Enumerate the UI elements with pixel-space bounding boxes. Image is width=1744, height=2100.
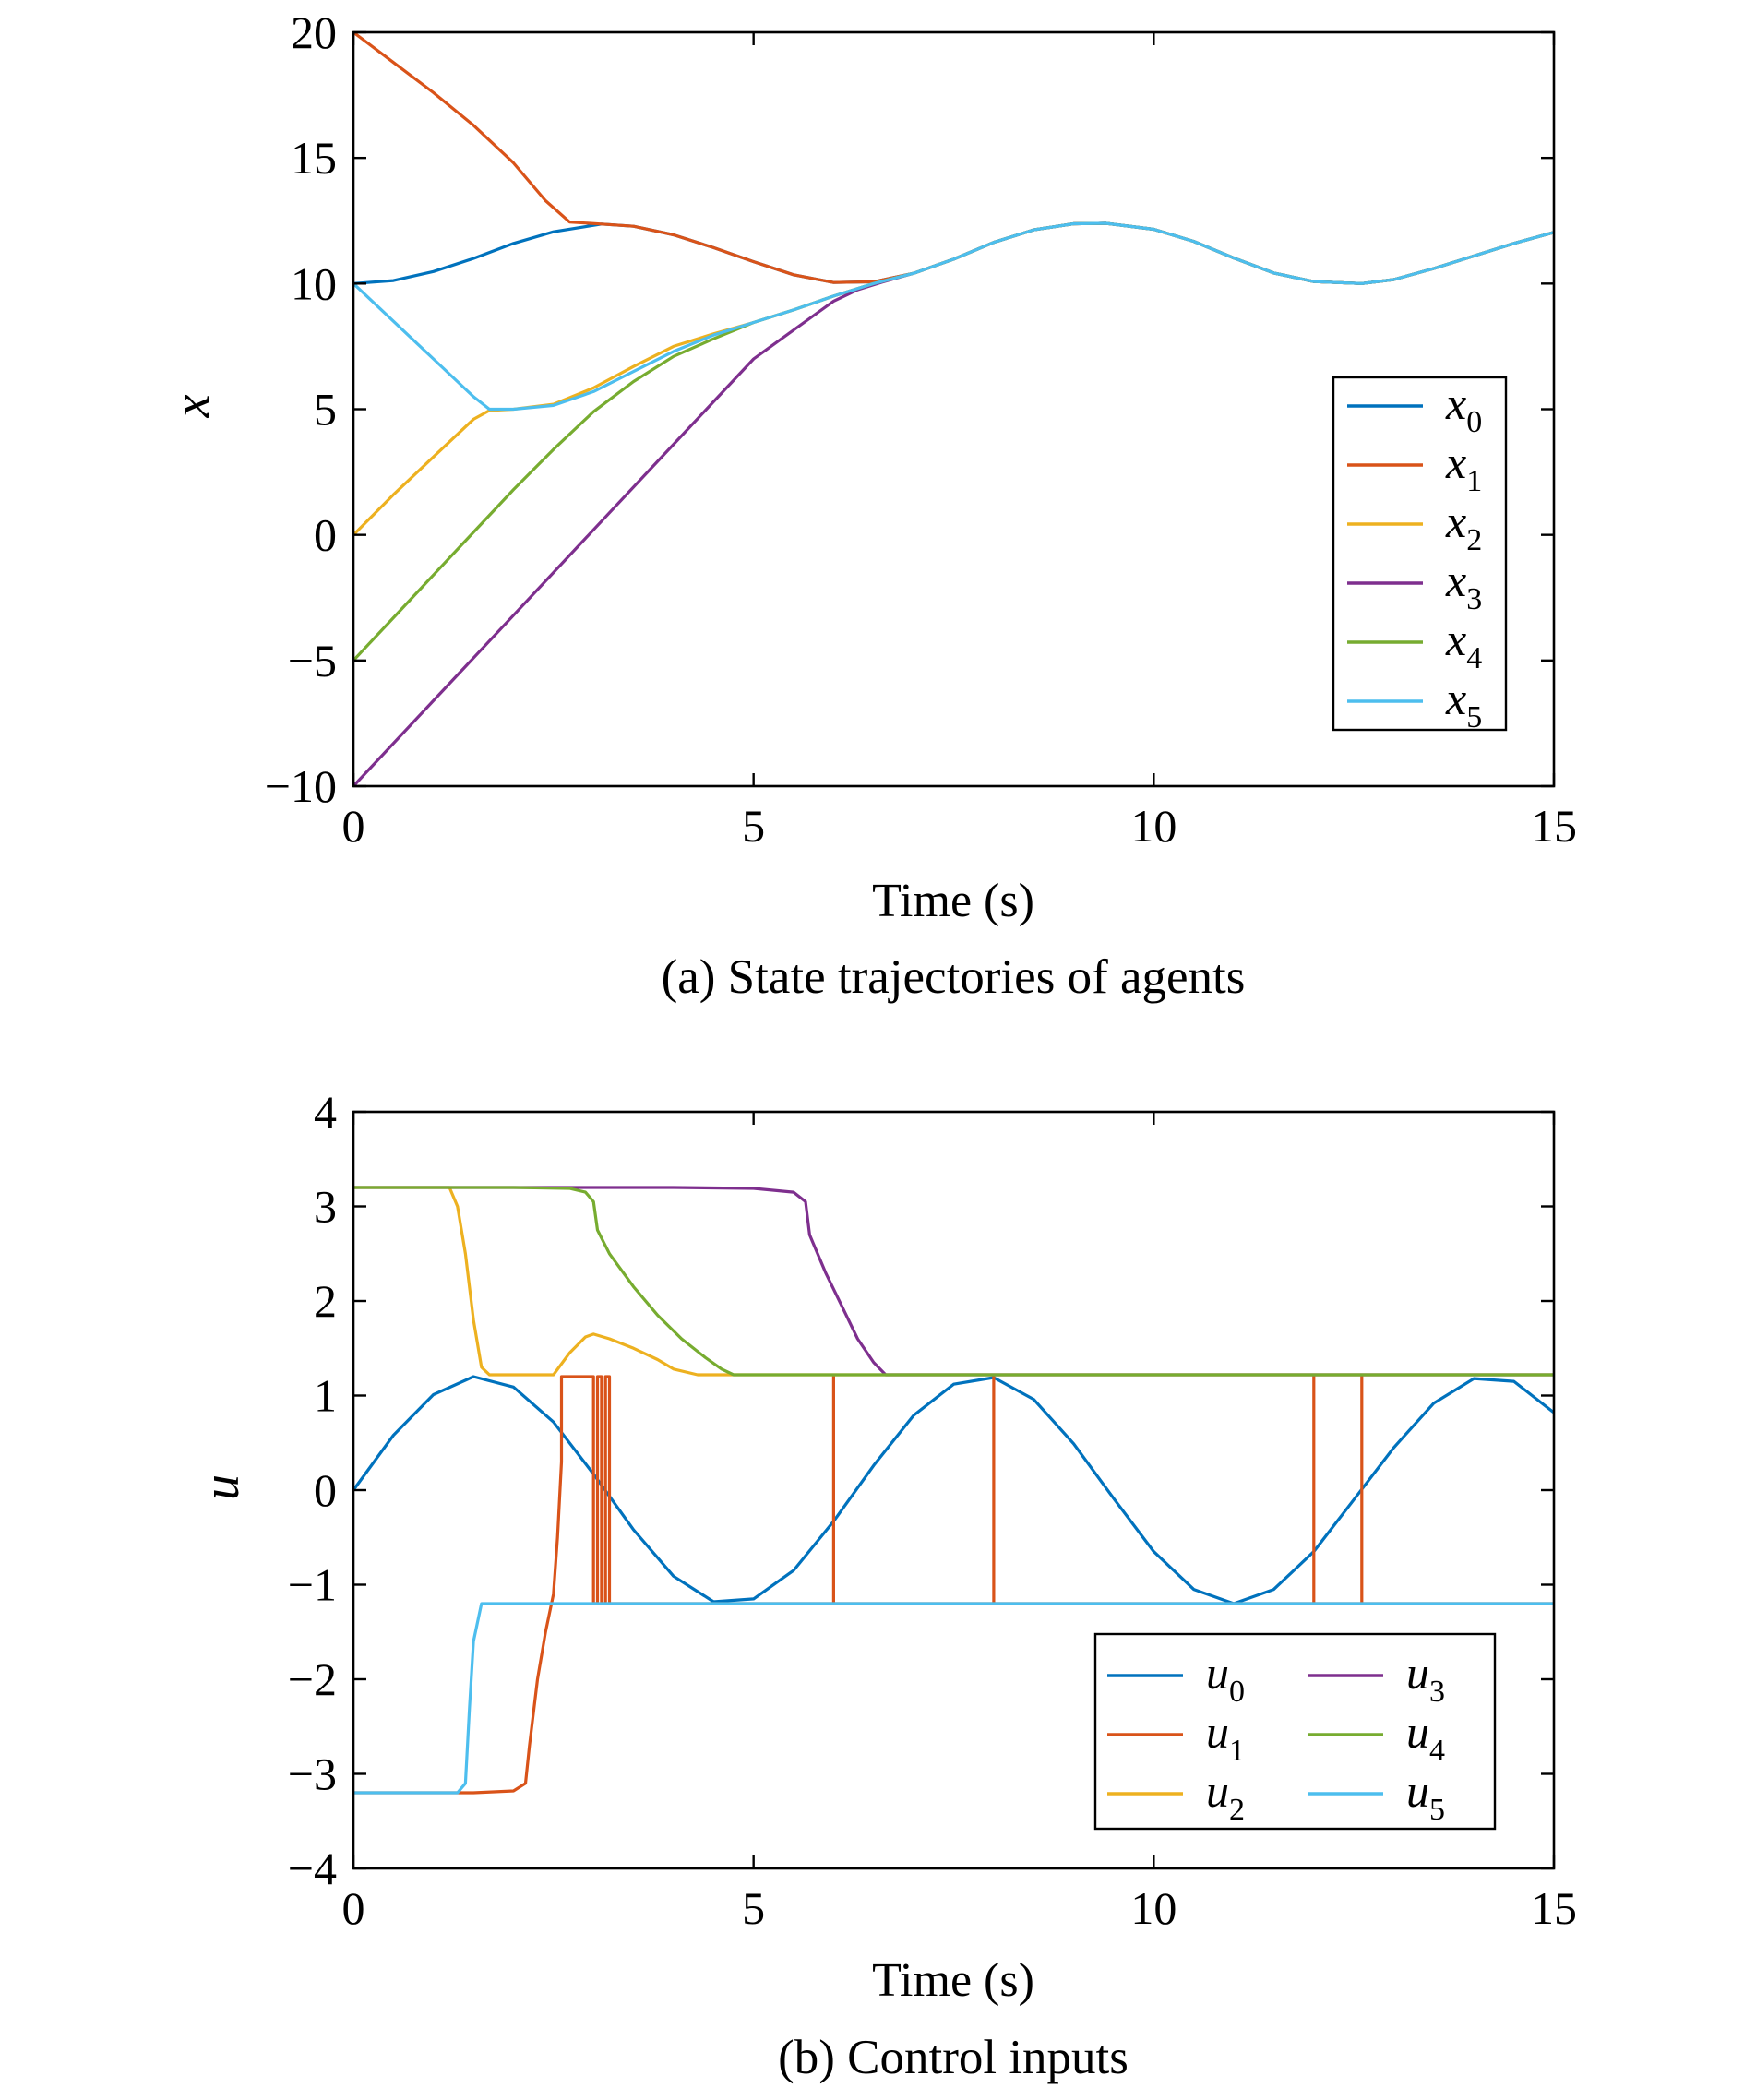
panel-b-ytick-label: −1 xyxy=(288,1559,337,1611)
panel-b-ytick-label: 4 xyxy=(314,1086,337,1138)
panel-b-series-line-4 xyxy=(353,1186,1554,1377)
panel-a-ytick-label: 20 xyxy=(291,6,337,58)
panel-b-ylabel: u xyxy=(193,1474,250,1500)
panel-a-ticks: 0 5 10 15 20 15 10 5 0 −5 −10 xyxy=(265,6,1577,852)
panel-b-caption: (b) Control inputs xyxy=(778,2031,1129,2084)
panel-b-ytick-label: 1 xyxy=(314,1370,337,1422)
panel-b-legend-label-4: u4 xyxy=(1406,1706,1445,1768)
panel-b-ytick-label: 2 xyxy=(314,1275,337,1327)
panel-b-series-line-5 xyxy=(353,1602,1554,1795)
panel-a-ytick-label: −5 xyxy=(288,635,337,686)
panel-b-xtick-label: 15 xyxy=(1531,1882,1577,1934)
panel-a-xtick-label: 10 xyxy=(1130,800,1177,852)
panel-a-ytick-label: 0 xyxy=(314,509,337,561)
panel-a-caption: (a) State trajectories of agents xyxy=(662,950,1246,1004)
panel-b-ytick-label: −2 xyxy=(288,1653,337,1705)
panel-b-series-line-0 xyxy=(352,1375,1555,1605)
panel-a-xlabel: Time (s) xyxy=(872,875,1034,927)
panel-a-legend-label-5: x5 xyxy=(1445,673,1482,734)
panel-a-series-lines xyxy=(352,30,1555,788)
panel-a-xtick-label: 5 xyxy=(742,800,765,852)
panel-a-ytick-label: 5 xyxy=(314,384,337,436)
panel-a-series-line-5 xyxy=(352,221,1555,412)
panel-b-ytick-label: −3 xyxy=(288,1748,337,1800)
panel-a-xtick-label: 0 xyxy=(342,800,365,852)
panel-b-xtick-label: 5 xyxy=(742,1882,765,1934)
panel-b-ytick-label: 3 xyxy=(314,1181,337,1233)
panel-b-xtick-label: 10 xyxy=(1130,1882,1177,1934)
panel-b-ytick-label: 0 xyxy=(314,1464,337,1516)
panel-b-legend-box xyxy=(1093,1632,1497,1831)
panel-b-series-lines xyxy=(352,1186,1555,1795)
panel-a-xtick-label: 15 xyxy=(1531,800,1577,852)
panel-a-ytick-label: −10 xyxy=(265,760,337,812)
panel-a-ytick-label: 10 xyxy=(291,257,337,309)
panel-a-ytick-label: 15 xyxy=(291,132,337,184)
panel-a-legend-box xyxy=(1332,376,1508,732)
panel-b-xlabel: Time (s) xyxy=(872,1954,1034,2007)
panel-a-ylabel: x xyxy=(163,394,221,418)
panel-b-xtick-label: 0 xyxy=(342,1882,365,1934)
panel-a-state-trajectories: 0 5 10 15 20 15 10 5 0 −5 −10 Time (s) x (a) State… xyxy=(163,6,1577,1004)
panel-b-ytick-label: −4 xyxy=(288,1843,337,1894)
